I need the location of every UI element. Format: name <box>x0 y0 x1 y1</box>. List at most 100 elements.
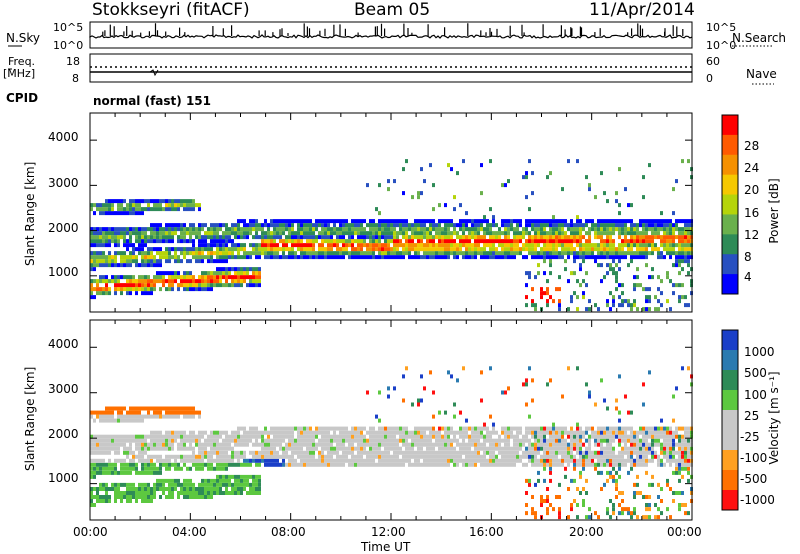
heatmap-cell <box>378 235 381 240</box>
heatmap-cell <box>453 462 456 467</box>
heatmap-cell <box>114 231 117 236</box>
heatmap-cell <box>648 446 651 451</box>
heatmap-cell <box>621 458 624 463</box>
heatmap-cell <box>282 450 285 455</box>
heatmap-cell <box>627 239 630 244</box>
heatmap-cell <box>282 446 285 451</box>
heatmap-cell <box>606 243 609 248</box>
heatmap-cell <box>171 438 174 443</box>
heatmap-cell <box>681 458 684 463</box>
heatmap-cell <box>384 442 387 447</box>
heatmap-cell <box>141 482 144 487</box>
heatmap-cell <box>666 271 669 276</box>
heatmap-cell <box>273 426 276 431</box>
heatmap-cell <box>513 454 516 459</box>
heatmap-cell <box>546 454 549 459</box>
heatmap-cell <box>216 450 219 455</box>
heatmap-cell <box>657 231 660 236</box>
heatmap-cell <box>267 438 270 443</box>
heatmap-cell <box>165 235 168 240</box>
heatmap-cell <box>633 458 636 463</box>
heatmap-cell <box>186 438 189 443</box>
heatmap-cell <box>624 507 627 512</box>
heatmap-cell <box>270 446 273 451</box>
heatmap-cell <box>114 279 117 284</box>
heatmap-cell <box>624 438 627 443</box>
heatmap-cell <box>324 426 327 431</box>
heatmap-cell <box>222 259 225 264</box>
heatmap-cell <box>336 247 339 252</box>
heatmap-cell <box>594 511 597 516</box>
heatmap-cell <box>528 446 531 451</box>
heatmap-cell <box>510 239 513 244</box>
heatmap-cell <box>225 259 228 264</box>
heatmap-cell <box>636 251 639 256</box>
heatmap-cell <box>213 491 216 495</box>
heatmap-cell <box>507 219 510 224</box>
heatmap-cell <box>642 495 645 499</box>
heatmap-cell <box>411 438 414 443</box>
heatmap-cell <box>639 255 642 260</box>
heatmap-cell <box>438 203 441 208</box>
heatmap-cell <box>612 478 615 483</box>
heatmap-cell <box>618 410 621 415</box>
heatmap-cell <box>171 279 174 284</box>
heatmap-cell <box>246 430 249 435</box>
heatmap-cell <box>189 271 192 276</box>
heatmap-cell <box>540 442 543 447</box>
heatmap-cell <box>303 454 306 459</box>
heatmap-cell <box>207 482 210 487</box>
heatmap-cell <box>282 227 285 232</box>
heatmap-cell <box>606 438 609 443</box>
heatmap-cell <box>495 235 498 240</box>
heatmap-cell <box>105 283 108 288</box>
heatmap-cell <box>399 255 402 260</box>
heatmap-cell <box>411 462 414 467</box>
heatmap-cell <box>324 462 327 467</box>
heatmap-cell <box>222 283 225 288</box>
heatmap-cell <box>102 466 105 471</box>
heatmap-cell <box>612 462 615 467</box>
heatmap-cell <box>153 487 156 491</box>
heatmap-cell <box>201 487 204 491</box>
heatmap-cell <box>642 227 645 232</box>
heatmap-cell <box>375 450 378 455</box>
heatmap-cell <box>477 235 480 240</box>
heatmap-cell <box>207 287 210 292</box>
heatmap-cell <box>456 438 459 443</box>
heatmap-cell <box>447 462 450 467</box>
heatmap-cell <box>495 223 498 228</box>
heatmap-cell <box>603 223 606 228</box>
heatmap-cell <box>105 438 108 443</box>
heatmap-cell <box>615 495 618 499</box>
heatmap-cell <box>408 251 411 256</box>
heatmap-cell <box>672 227 675 232</box>
heatmap-cell <box>264 426 267 431</box>
heatmap-cell <box>120 499 123 503</box>
heatmap-cell <box>90 434 93 439</box>
heatmap-cell <box>489 366 492 371</box>
heatmap-cell <box>144 251 147 256</box>
heatmap-cell <box>339 227 342 232</box>
heatmap-cell <box>132 283 135 288</box>
heatmap-cell <box>348 223 351 228</box>
heatmap-cell <box>306 454 309 459</box>
heatmap-cell <box>456 251 459 256</box>
heatmap-cell <box>588 299 591 304</box>
heatmap-cell <box>327 434 330 439</box>
heatmap-cell <box>504 450 507 455</box>
heatmap-cell <box>606 434 609 439</box>
heatmap-cell <box>201 283 204 288</box>
heatmap-cell <box>141 251 144 256</box>
heatmap-cell <box>285 450 288 455</box>
heatmap-cell <box>618 438 621 443</box>
heatmap-cell <box>489 227 492 232</box>
heatmap-cell <box>357 426 360 431</box>
heatmap-cell <box>378 462 381 467</box>
heatmap-cell <box>537 438 540 443</box>
heatmap-cell <box>288 227 291 232</box>
heatmap-cell <box>132 406 135 411</box>
heatmap-cell <box>384 247 387 252</box>
heatmap-cell <box>423 235 426 240</box>
